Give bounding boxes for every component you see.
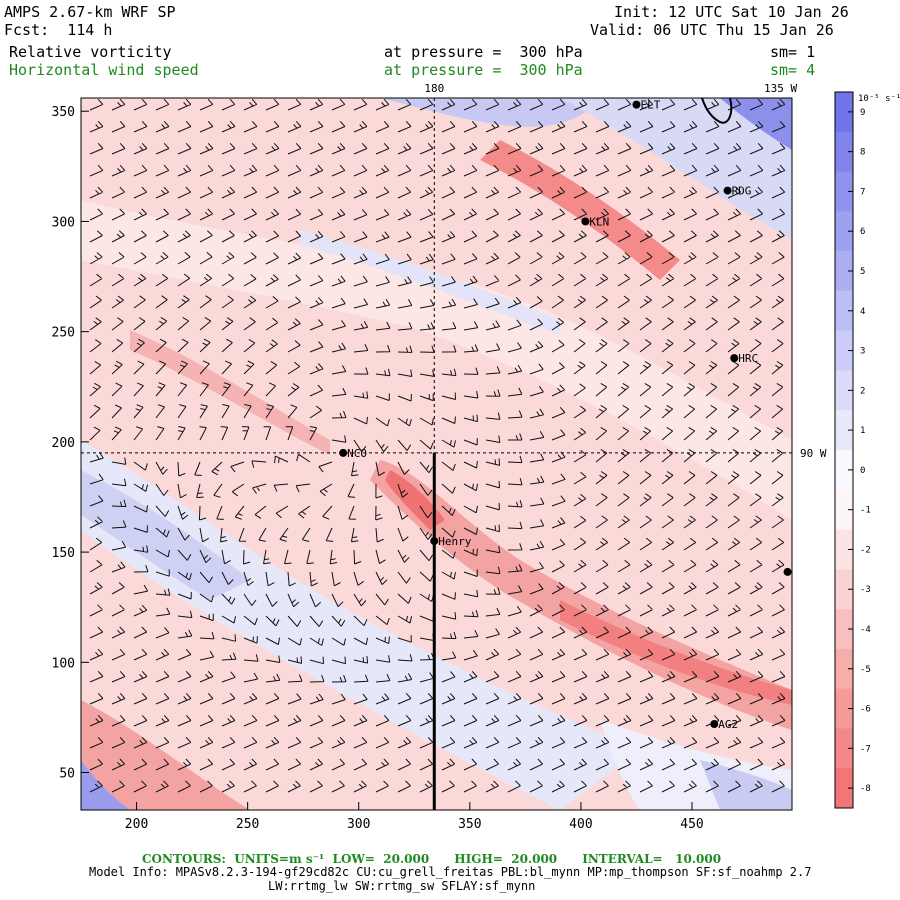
- station-label: ELT: [640, 99, 660, 112]
- y-tick-label: 250: [52, 326, 75, 341]
- x-axis: 200 250 300 350 400 450: [125, 802, 704, 832]
- station-label: HRC: [738, 352, 758, 365]
- y-tick-label: 300: [52, 215, 75, 230]
- coastline: [701, 98, 733, 124]
- valid-time: Valid: 06 UTC Thu 15 Jan 26: [590, 21, 834, 39]
- station-label: NCO: [347, 447, 367, 460]
- contours-info: CONTOURS: UNITS=m s⁻¹ LOW= 20.000 HIGH= …: [142, 852, 722, 866]
- field2-name: Horizontal wind speed: [9, 61, 199, 79]
- station-marker: [339, 448, 348, 457]
- station-marker: [730, 354, 739, 363]
- meridian-90w-label: 90 W: [800, 447, 827, 460]
- field1-name: Relative vorticity: [9, 43, 172, 61]
- y-tick-label: 150: [52, 546, 75, 561]
- x-tick-label: 200: [125, 817, 148, 832]
- station-marker: [783, 567, 792, 576]
- station-marker: [710, 720, 719, 729]
- station-label: KLN: [589, 215, 609, 228]
- x-tick-label: 250: [236, 817, 259, 832]
- y-tick-label: 100: [52, 656, 75, 671]
- y-axis: 350 300 250 200 150 100 50: [52, 105, 89, 782]
- x-tick-label: 450: [680, 817, 703, 832]
- y-tick-label: 200: [52, 436, 75, 451]
- init-time: Init: 12 UTC Sat 10 Jan 26: [614, 3, 849, 21]
- field2-smoothing: sm= 4: [770, 61, 816, 79]
- station-label: AG2: [718, 718, 738, 731]
- meridian-180-label: 180: [424, 82, 444, 95]
- model-info: Model Info: MPASv8.2.3-194-gf29cd82c CU:…: [89, 865, 812, 879]
- model-info-physics: LW:rrtmg_lw SW:rrtmg_sw SFLAY:sf_mynn: [268, 879, 536, 893]
- station-label: RDG: [732, 185, 752, 198]
- station-marker: [632, 100, 641, 109]
- field2-level: at pressure = 300 hPa: [384, 61, 583, 79]
- x-tick-label: 300: [347, 817, 370, 832]
- x-tick-label: 350: [458, 817, 481, 832]
- x-tick-label: 400: [569, 817, 592, 832]
- station-marker: [723, 186, 732, 195]
- y-tick-label: 350: [52, 105, 75, 120]
- station-label: Henry: [438, 535, 471, 548]
- forecast-hour: Fcst: 114 h: [4, 21, 113, 39]
- y-tick-label: 50: [59, 767, 75, 782]
- plot-frame: [80, 97, 793, 811]
- field1-smoothing: sm= 1: [770, 43, 816, 61]
- station-marker: [581, 217, 590, 226]
- station-marker: [430, 537, 439, 546]
- vorticity-field: [81, 98, 792, 810]
- stations: ELT RDG KLN HRC NCO Henry AG2: [339, 99, 792, 731]
- wind-barbs: [89, 98, 786, 793]
- model-title: AMPS 2.67-km WRF SP: [4, 3, 176, 21]
- meridian-135w-label: 135 W: [764, 82, 797, 95]
- field1-level: at pressure = 300 hPa: [384, 43, 583, 61]
